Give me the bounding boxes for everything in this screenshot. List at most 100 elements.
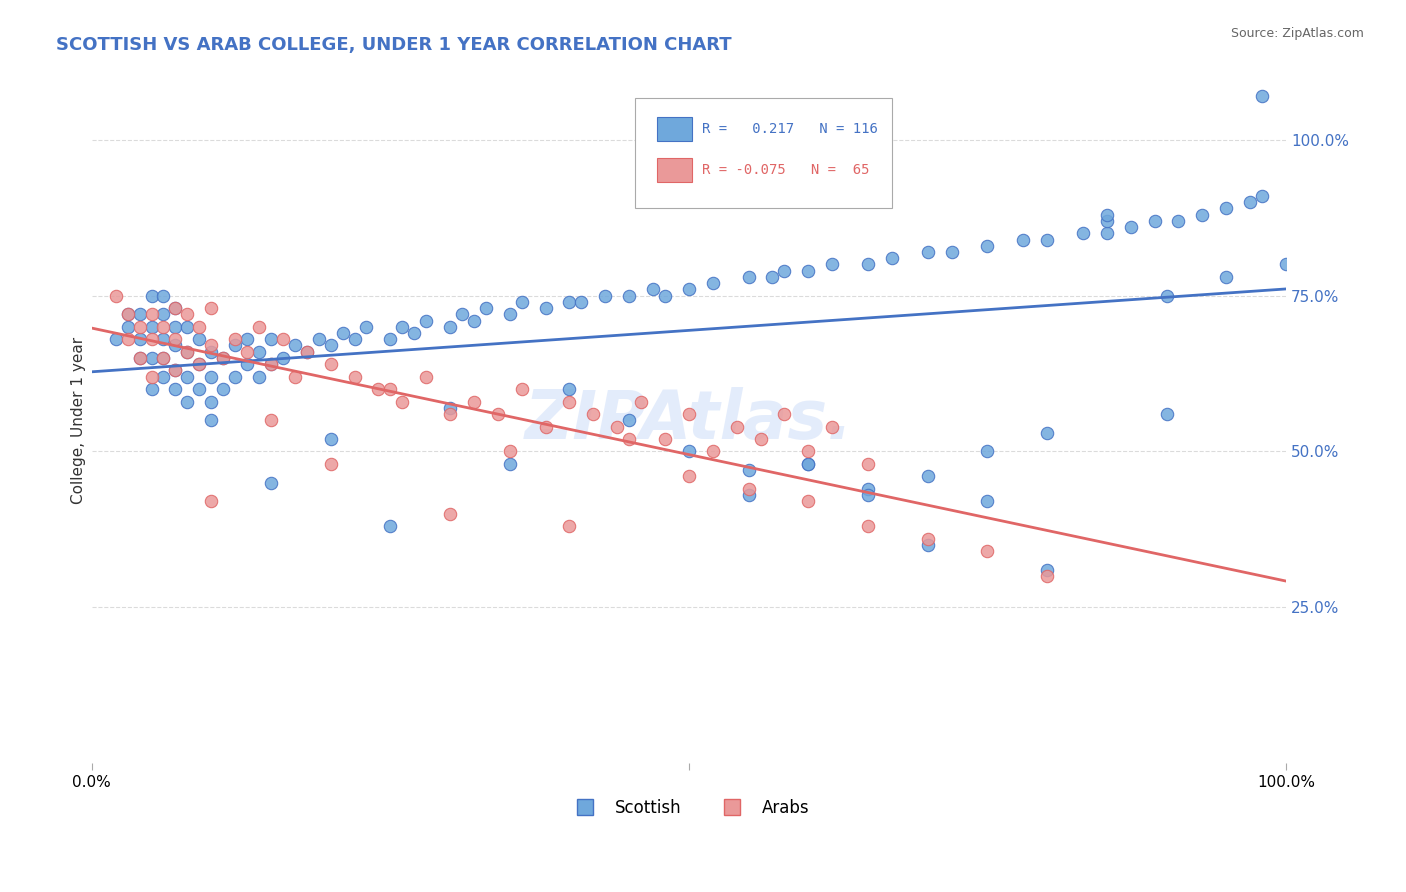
Point <box>128 351 150 365</box>
Point <box>284 369 307 384</box>
Point <box>165 301 187 315</box>
Point <box>976 444 998 458</box>
Point <box>941 244 963 259</box>
Point <box>702 444 724 458</box>
Point <box>260 357 283 371</box>
Point <box>141 351 163 365</box>
Point <box>678 282 700 296</box>
Point <box>380 382 402 396</box>
Point <box>152 351 174 365</box>
Point <box>247 369 270 384</box>
Point <box>260 475 283 490</box>
Point <box>343 332 366 346</box>
Point <box>176 344 198 359</box>
Point <box>176 319 198 334</box>
Point <box>606 419 628 434</box>
Point <box>773 263 796 277</box>
Point <box>821 257 844 271</box>
Point <box>1071 227 1094 241</box>
Point <box>141 307 163 321</box>
Point <box>415 313 437 327</box>
Point <box>1095 214 1118 228</box>
Point <box>152 307 174 321</box>
Point <box>391 394 413 409</box>
Point <box>737 488 759 502</box>
Point <box>247 319 270 334</box>
Point <box>1167 214 1189 228</box>
Point <box>152 369 174 384</box>
FancyBboxPatch shape <box>657 117 693 141</box>
Point <box>236 357 259 371</box>
Point <box>141 332 163 346</box>
Point <box>1215 269 1237 284</box>
Point <box>1095 208 1118 222</box>
Point <box>1156 288 1178 302</box>
Point <box>176 344 198 359</box>
Point <box>128 332 150 346</box>
Legend: Scottish, Arabs: Scottish, Arabs <box>562 792 815 823</box>
Point <box>188 357 211 371</box>
Point <box>1095 227 1118 241</box>
Point <box>475 301 498 315</box>
Point <box>128 319 150 334</box>
Point <box>308 332 330 346</box>
Point <box>165 338 187 352</box>
Point <box>295 344 318 359</box>
Point <box>571 294 593 309</box>
Point <box>404 326 426 340</box>
Point <box>165 332 187 346</box>
Point <box>212 351 235 365</box>
Point <box>200 344 222 359</box>
Point <box>856 457 879 471</box>
Point <box>821 419 844 434</box>
Point <box>165 363 187 377</box>
Point <box>654 288 676 302</box>
Point <box>188 319 211 334</box>
Point <box>439 507 461 521</box>
Point <box>678 407 700 421</box>
Text: R = -0.075   N =  65: R = -0.075 N = 65 <box>702 163 869 177</box>
Point <box>200 494 222 508</box>
Point <box>224 369 246 384</box>
Point <box>212 351 235 365</box>
Y-axis label: College, Under 1 year: College, Under 1 year <box>72 336 86 504</box>
Point <box>725 419 748 434</box>
Point <box>917 469 939 483</box>
Point <box>510 382 533 396</box>
Point <box>654 432 676 446</box>
Point <box>439 401 461 415</box>
Point <box>773 407 796 421</box>
Point <box>247 344 270 359</box>
Point <box>499 307 522 321</box>
Point <box>356 319 378 334</box>
Point <box>271 351 294 365</box>
Point <box>797 457 820 471</box>
Point <box>1036 425 1059 440</box>
Point <box>797 494 820 508</box>
Point <box>1275 257 1298 271</box>
Point <box>367 382 389 396</box>
Point <box>176 307 198 321</box>
Point <box>200 394 222 409</box>
Point <box>176 369 198 384</box>
Point <box>415 369 437 384</box>
Point <box>117 307 139 321</box>
Point <box>152 351 174 365</box>
Point <box>224 332 246 346</box>
Point <box>558 394 581 409</box>
Point <box>463 394 485 409</box>
Point <box>236 344 259 359</box>
Point <box>917 538 939 552</box>
Point <box>1036 563 1059 577</box>
Point <box>200 413 222 427</box>
Point <box>188 332 211 346</box>
Point <box>152 332 174 346</box>
Point <box>271 332 294 346</box>
Point <box>295 344 318 359</box>
Point <box>141 369 163 384</box>
Point <box>761 269 783 284</box>
Point <box>797 457 820 471</box>
Point <box>200 301 222 315</box>
Point <box>856 482 879 496</box>
Point <box>797 444 820 458</box>
